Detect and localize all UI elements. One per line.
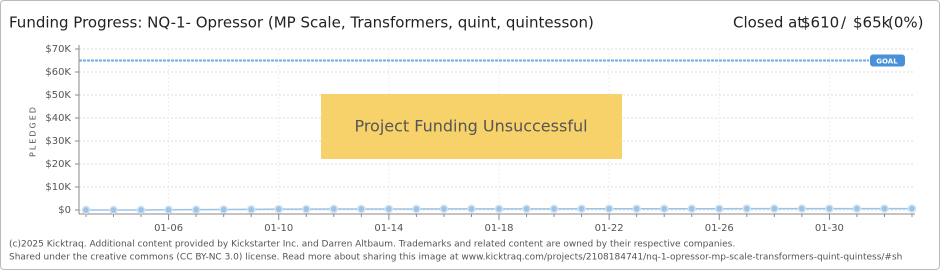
data-point [907,204,917,213]
pledged-amount: $610 [801,14,839,32]
footer-line: (c)2025 Kicktraq. Additional content pro… [9,240,735,250]
chart-title: Funding Progress: NQ-1- Opressor (MP Sca… [9,14,594,32]
data-point [384,204,394,214]
data-point [549,204,559,214]
data-point [522,204,531,214]
closed-label: Closed at: [733,14,808,32]
data-point [412,204,421,214]
footer-line: Shared under the creative commons (CC BY… [9,253,902,263]
data-point [164,205,173,215]
y-axis-label: PLEDGED [29,105,38,157]
status-box [321,94,622,159]
data-point [852,204,862,213]
data-point [742,204,752,213]
data-point [632,204,641,213]
y-tick-label: $50K [45,90,71,101]
data-point [659,204,669,213]
data-point [797,204,807,213]
y-tick-label: $70K [45,44,71,55]
y-tick-label: $60K [45,67,71,78]
goal-label: GOAL [876,58,898,66]
y-tick-label: $30K [45,136,71,147]
status-text: Project Funding Unsuccessful [354,117,587,136]
data-point [136,205,146,215]
data-point [81,205,91,215]
data-point [439,204,449,214]
data-point [467,204,476,214]
data-point [604,204,614,213]
data-point [687,204,696,213]
y-tick-label: $20K [45,159,71,170]
data-point [770,204,779,213]
y-tick-label: $0 [58,205,71,216]
x-tick-label: 01-26 [705,223,734,234]
data-point [191,205,201,214]
data-point [302,204,311,214]
x-tick-label: 01-10 [264,223,293,234]
percent-funded: (0%) [888,14,924,32]
x-tick-label: 01-30 [815,223,844,234]
x-tick-label: 01-06 [154,223,183,234]
goal-amount: $65k [853,14,891,32]
data-point [880,204,889,213]
separator: / [841,14,847,32]
data-point [494,204,504,214]
data-point [274,204,283,214]
x-tick-label: 01-18 [484,223,513,234]
data-point [246,205,256,214]
x-tick-label: 01-22 [595,223,624,234]
data-point [109,205,118,215]
data-point [577,204,586,213]
data-point [329,204,339,214]
y-tick-label: $40K [45,113,71,124]
goal-badge [870,54,905,67]
data-point [825,204,834,213]
y-tick-label: $10K [45,182,71,193]
data-point [219,205,228,214]
x-tick-label: 01-14 [374,223,403,234]
data-point [357,204,366,214]
data-point [715,204,724,213]
